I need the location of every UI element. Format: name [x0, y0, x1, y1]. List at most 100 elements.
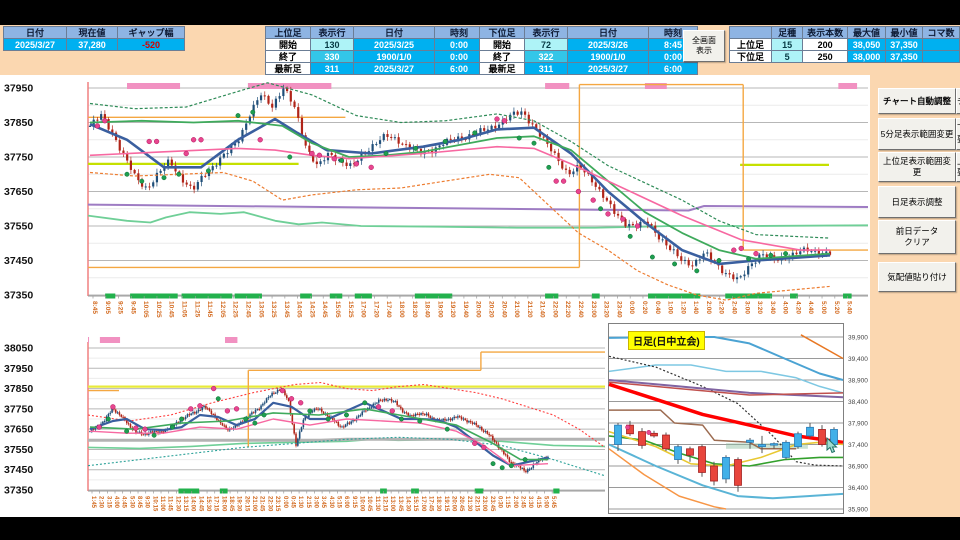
x-axis-tick-label: 21:00 [513, 301, 520, 318]
settings-header: 表示本数 [803, 27, 848, 39]
settings-value[interactable]: 250 [803, 51, 848, 63]
button-label: 気配値貼り付け [887, 272, 947, 283]
info-table-header: ギャップ幅 [118, 27, 185, 39]
row-label: 終了 [266, 51, 311, 63]
settings-value[interactable]: 200 [803, 39, 848, 51]
tf-table-header: 日付 [354, 27, 435, 39]
fullscreen-display-button[interactable]: 全画面 表示 [683, 30, 725, 62]
settings-value [923, 39, 960, 51]
x-axis-tick-label: 22:00 [551, 301, 558, 318]
y-axis-tick-label: 37650 [4, 186, 33, 198]
y-axis-tick-label: 38050 [4, 343, 33, 355]
sell-signal-dot [626, 425, 630, 429]
display-row-value[interactable]: 311 [525, 63, 568, 75]
x-axis-tick-label: 3:40 [769, 301, 776, 314]
row-time: 0:00 [435, 39, 484, 51]
settings-header: 最大値 [848, 27, 886, 39]
x-axis-tick-label: 14:45 [321, 301, 328, 318]
x-axis-tick-label: 21:40 [539, 301, 546, 318]
x-axis-tick-label: 14:00 [190, 496, 196, 512]
x-axis-tick-label: 20:40 [500, 301, 507, 318]
x-axis-tick-label: 12:45 [244, 301, 251, 318]
y-axis-tick-label: 37,900 [848, 421, 868, 428]
display-row-value[interactable]: 322 [525, 51, 568, 63]
y-axis-tick-label: 37950 [4, 363, 33, 375]
y-axis-tick-label: 37950 [4, 83, 33, 95]
button-label: 日足表示調整 [891, 197, 942, 208]
x-axis-tick-label: 21:45 [259, 496, 265, 512]
auto-adjust-chart-button[interactable]: チャート自動調整 [878, 88, 956, 114]
row-label: 開始 [480, 39, 525, 51]
x-axis-tick-label: 5:00 [543, 496, 549, 509]
x-axis-tick-label: 15:15 [412, 496, 418, 512]
x-axis-tick-label: 19:20 [449, 301, 456, 318]
clipped-lower-range-button[interactable]: 下位要 [956, 118, 960, 150]
x-axis-tick-label: 13:25 [270, 301, 277, 318]
x-axis-tick-label: 11:25 [193, 301, 200, 318]
x-axis-tick-label: 19:30 [236, 496, 242, 512]
upper-band-green-dashed [90, 83, 830, 238]
tf-table-header: 表示行 [311, 27, 354, 39]
x-axis-tick-label: 5:45 [550, 496, 556, 509]
display-row-value[interactable]: 72 [525, 39, 568, 51]
change-upper-range-button[interactable]: 上位足表示範囲変更 [878, 152, 956, 182]
x-axis-tick-label: 11:45 [206, 301, 213, 318]
y-axis-tick-label: 37650 [4, 424, 33, 436]
row-label: 最新足 [480, 63, 525, 75]
x-axis-tick-label: 20:45 [458, 496, 464, 512]
y-axis-tick-label: 36,900 [848, 464, 868, 471]
daily-chart: 39,90039,40038,90038,40037,90037,40036,9… [608, 323, 872, 517]
button-label: 上位足表示範囲変更 [879, 156, 955, 177]
x-axis-tick-label: 1:00 [667, 301, 674, 314]
clear-prevday-data-button[interactable]: 前日データクリア [878, 220, 956, 254]
fullscreen-button-label-1: 全画面 [692, 36, 716, 46]
tf-table-corner: 下位足 [480, 27, 525, 39]
x-axis-tick-label: 10:00 [358, 496, 364, 512]
x-axis-tick-label: 18:00 [220, 496, 226, 512]
x-axis-tick-label: 1:20 [679, 301, 686, 314]
session-bands [88, 337, 237, 343]
x-axis-tick-label: 14:05 [296, 301, 303, 318]
x-axis-tick-label: 9:05 [104, 301, 111, 314]
settings-value[interactable]: 15 [772, 39, 803, 51]
x-axis-tick-label: 13:45 [283, 301, 290, 318]
display-row-value[interactable]: 130 [311, 39, 354, 51]
x-axis-tick-label: 0:20 [641, 301, 648, 314]
y-axis-tick-label: 38,400 [848, 399, 868, 406]
trading-chart-app: 日付現在値ギャップ幅2025/3/2737,280-520上位足表示行日付時刻開… [0, 0, 960, 540]
x-axis-tick-label: 23:45 [489, 496, 495, 512]
x-axis-tick-label: 2:15 [305, 496, 311, 509]
row-label: 最新足 [266, 63, 311, 75]
y-axis-tick-label: 37750 [4, 403, 33, 415]
x-axis-tick-label: 3:15 [105, 496, 111, 509]
x-axis-tick-label: 9:45 [129, 301, 136, 314]
x-axis-tick-label: 2:20 [718, 301, 725, 314]
settings-value[interactable]: 5 [772, 51, 803, 63]
x-axis-tick-label: 14:45 [197, 496, 203, 512]
mouse-cursor [826, 438, 840, 454]
date-price-table: 日付現在値ギャップ幅2025/3/2737,280-520 [3, 26, 185, 51]
x-axis-tick-label: 4:30 [328, 496, 334, 509]
x-axis-tick-label: 2:40 [731, 301, 738, 314]
y-axis-tick-label: 37450 [4, 255, 33, 267]
display-row-value[interactable]: 330 [311, 51, 354, 63]
clipped-auto-adjust-button[interactable]: チャー [956, 88, 960, 114]
x-axis-tick-label: 19:40 [462, 301, 469, 318]
x-axis-tick-label: 23:15 [274, 496, 280, 512]
x-axis-tick-label: 9:30 [144, 496, 150, 509]
y-axis-tick-label: 37550 [4, 444, 33, 456]
paste-quote-button[interactable]: 気配値貼り付け [878, 262, 956, 292]
x-axis-tick-label: 18:30 [435, 496, 441, 512]
change-5min-range-button[interactable]: 5分足表示範囲変更 [878, 118, 956, 150]
y-axis-tick-label: 36,400 [848, 485, 868, 492]
settings-value: 上位足 [730, 39, 772, 51]
x-axis-tick-label: 0:45 [289, 496, 295, 509]
x-axis-tick-label: 17:00 [360, 301, 367, 318]
clipped-upper-range-button[interactable]: 上位要 [956, 152, 960, 182]
daily-display-adjust-button[interactable]: 日足表示調整 [878, 186, 956, 218]
display-row-value[interactable]: 311 [311, 63, 354, 75]
row-date: 2025/3/26 [568, 39, 649, 51]
x-axis-tick-label: 12:30 [174, 496, 180, 512]
x-axis-tick-label: 12:05 [219, 301, 226, 318]
x-axis-tick-label: 13:15 [182, 496, 188, 512]
